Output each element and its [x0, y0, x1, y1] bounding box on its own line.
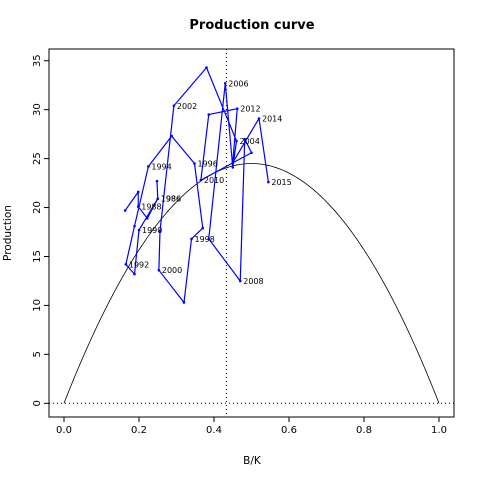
data-point	[123, 209, 127, 212]
data-point	[267, 180, 270, 184]
data-point	[136, 190, 140, 194]
data-point	[235, 107, 239, 111]
data-point	[155, 179, 159, 183]
data-point	[231, 161, 235, 164]
data-point	[238, 279, 242, 283]
y-tick-label: 25	[32, 152, 43, 165]
x-axis-label: B/K	[243, 455, 262, 467]
data-point	[223, 81, 227, 85]
data-point-label: 2010	[204, 176, 224, 185]
y-tick-label: 15	[32, 250, 43, 263]
data-point	[172, 104, 176, 108]
data-point-label: 2015	[271, 178, 291, 187]
data-point-label: 1990	[142, 226, 162, 235]
y-tick-label: 0	[32, 400, 43, 406]
data-point	[137, 228, 141, 232]
data-point-label: 1986	[161, 195, 181, 204]
y-tick-label: 20	[32, 201, 43, 214]
data-point	[190, 237, 193, 241]
data-point	[257, 117, 261, 120]
data-point-label: 2008	[243, 277, 263, 286]
data-point	[158, 229, 162, 233]
x-tick-label: 0.4	[206, 425, 222, 436]
data-point-label: 1998	[195, 235, 215, 244]
data-point	[145, 217, 149, 220]
data-point	[243, 137, 247, 141]
data-point	[207, 113, 211, 116]
data-point	[182, 301, 186, 304]
data-point-label: 2004	[240, 137, 260, 146]
y-tick-label: 10	[32, 299, 43, 312]
data-point-label: 1986	[161, 195, 181, 204]
data-point	[147, 165, 150, 168]
production-curve-line	[63, 163, 440, 404]
data-point	[235, 139, 238, 143]
data-point-label: 2014	[262, 114, 282, 123]
y-tick-label: 5	[32, 351, 43, 357]
data-point	[133, 272, 136, 276]
data-point	[156, 197, 160, 201]
data-point	[193, 162, 196, 165]
data-point-label: 1996	[198, 160, 218, 169]
x-tick-label: 0.6	[281, 425, 297, 436]
data-point	[207, 237, 211, 241]
data-point	[124, 263, 128, 266]
data-point-label: 2002	[177, 102, 197, 111]
data-point	[205, 66, 208, 69]
x-tick-label: 0.8	[356, 425, 372, 436]
series-line	[124, 67, 269, 304]
plot-frame	[48, 48, 455, 418]
data-point-label: 1994	[151, 162, 171, 171]
data-point-label: 2006	[228, 79, 248, 88]
data-point	[170, 134, 173, 138]
data-point	[250, 151, 253, 155]
y-tick-label: 35	[32, 54, 43, 67]
data-point	[199, 178, 203, 182]
data-point	[231, 166, 235, 169]
y-tick-label: 30	[32, 103, 43, 116]
x-tick-label: 0.0	[56, 425, 72, 436]
data-point-label: 1992	[129, 260, 149, 269]
data-point-label: 2000	[162, 266, 182, 275]
chart-title: Production curve	[189, 18, 314, 33]
data-point-label: 1988	[141, 203, 161, 212]
x-tick-label: 0.2	[131, 425, 147, 436]
data-point-label: 2012	[240, 105, 260, 114]
data-point	[133, 224, 136, 228]
x-tick-label: 1.0	[431, 425, 447, 436]
data-point	[136, 205, 140, 208]
data-point	[201, 226, 205, 230]
y-axis-label: Production	[2, 205, 14, 261]
data-point	[157, 268, 161, 272]
